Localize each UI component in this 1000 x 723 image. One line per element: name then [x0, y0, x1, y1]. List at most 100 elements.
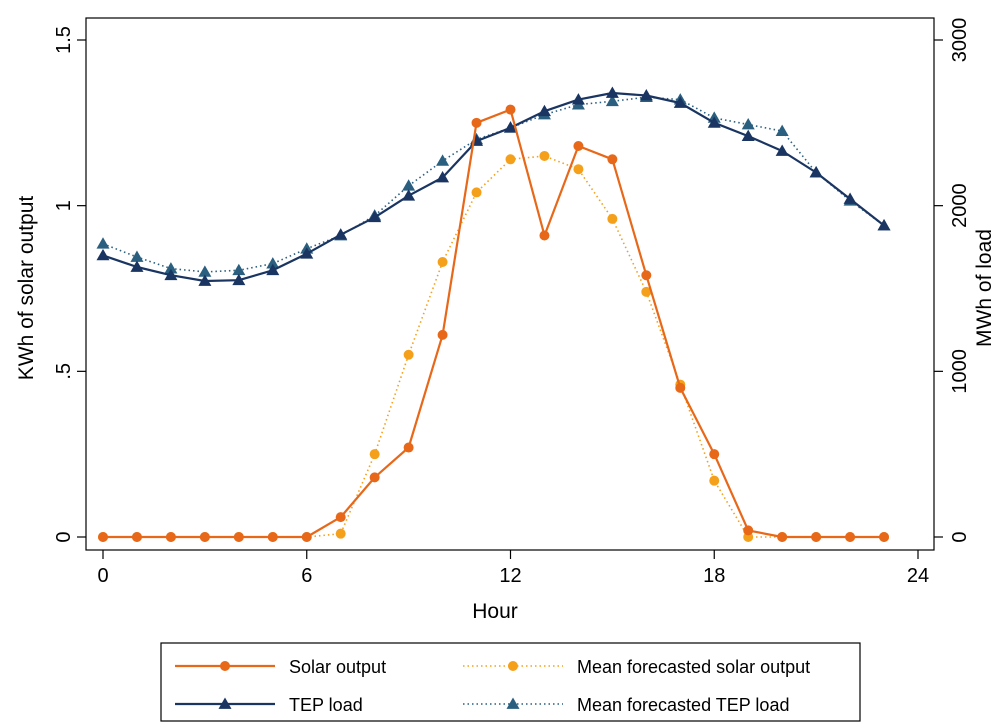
- data-point: [539, 150, 550, 161]
- plot-frame: [85, 17, 935, 551]
- data-point: [505, 104, 516, 115]
- series-line: [103, 108, 884, 539]
- series-mean-forecasted-solar-output: [98, 150, 890, 542]
- data-point: [98, 532, 108, 542]
- data-point: [741, 117, 755, 130]
- y-axis-right: 0 1000 2000 3000: [934, 18, 971, 543]
- data-point: [843, 192, 857, 204]
- y-axis-right-label: MWh of load: [973, 229, 996, 347]
- data-point: [266, 263, 280, 276]
- legend-swatch-marker: [218, 697, 232, 709]
- data-point: [741, 129, 755, 141]
- data-point: [232, 263, 246, 276]
- data-point: [335, 512, 346, 523]
- data-point: [877, 219, 891, 231]
- series-layer: [96, 86, 891, 542]
- y-right-tick-label: 0: [949, 531, 971, 542]
- data-point: [709, 449, 720, 460]
- data-point: [232, 273, 246, 286]
- data-point: [335, 528, 346, 539]
- data-point: [809, 166, 823, 178]
- data-point: [675, 382, 686, 393]
- legend-label: TEP load: [289, 695, 363, 715]
- data-point: [879, 532, 890, 542]
- data-point: [436, 154, 450, 166]
- data-point: [300, 247, 314, 259]
- data-point: [537, 104, 551, 117]
- data-point: [505, 154, 516, 165]
- data-point: [198, 274, 212, 286]
- data-point: [403, 442, 414, 453]
- data-point: [131, 532, 142, 542]
- data-point: [707, 116, 721, 128]
- y-left-tick-label: 1: [53, 200, 75, 211]
- data-point: [437, 256, 448, 267]
- data-point: [845, 532, 856, 542]
- data-point: [673, 96, 687, 108]
- data-point: [334, 228, 348, 240]
- data-point: [811, 532, 822, 542]
- data-point: [639, 88, 653, 101]
- series-line: [102, 91, 885, 283]
- x-tick-label: 24: [907, 565, 929, 587]
- x-tick-label: 6: [301, 565, 312, 587]
- data-point: [437, 329, 448, 340]
- legend-swatch-marker: [220, 661, 230, 671]
- data-point: [164, 268, 178, 281]
- data-point: [775, 144, 789, 156]
- data-point: [369, 472, 380, 483]
- data-point: [573, 141, 584, 152]
- data-point: [165, 532, 176, 542]
- data-point: [199, 532, 210, 542]
- y-axis-left: 0 .5 1 1.5: [53, 26, 86, 543]
- legend-label: Mean forecasted solar output: [577, 657, 810, 677]
- data-point: [96, 237, 110, 249]
- data-point: [607, 154, 618, 165]
- data-point: [709, 475, 720, 486]
- data-point: [130, 250, 144, 262]
- x-tick-label: 0: [97, 565, 108, 587]
- x-tick-label: 18: [703, 565, 725, 587]
- data-point: [369, 449, 380, 460]
- data-point: [164, 262, 178, 274]
- data-point: [471, 187, 482, 198]
- data-point: [266, 257, 280, 269]
- legend-item-solar-output: Solar output: [175, 657, 386, 677]
- data-point: [641, 286, 652, 297]
- data-point: [573, 164, 584, 175]
- x-axis: 0 6 12 18 24: [97, 550, 929, 587]
- series-solar-output: [98, 104, 890, 542]
- y-left-tick-label: .5: [53, 363, 75, 380]
- y-right-tick-label: 1000: [949, 349, 971, 394]
- legend-swatch-marker: [508, 661, 518, 671]
- data-point: [402, 189, 416, 201]
- data-point: [403, 349, 414, 360]
- y-left-tick-label: 0: [53, 531, 75, 542]
- data-point: [504, 121, 517, 133]
- data-point: [233, 532, 244, 542]
- y-axis-left-label: KWh of solar output: [15, 196, 38, 381]
- data-point: [539, 230, 550, 241]
- series-line: [102, 96, 885, 273]
- data-point: [471, 117, 482, 128]
- data-point: [198, 265, 212, 277]
- series-line: [103, 155, 884, 538]
- y-left-tick-label: 1.5: [53, 26, 75, 54]
- data-point: [605, 86, 619, 98]
- legend: Solar output Mean forecasted solar output…: [160, 642, 861, 722]
- data-point: [301, 532, 312, 542]
- series-mean-forecasted-tep-load: [96, 90, 891, 277]
- data-point: [571, 93, 585, 105]
- data-point: [436, 171, 450, 183]
- data-point: [607, 213, 618, 224]
- legend-item-mean-forecasted-solar-output: Mean forecasted solar output: [463, 657, 810, 677]
- plot-border: [85, 17, 935, 551]
- data-point: [743, 525, 754, 536]
- data-point: [775, 124, 789, 136]
- x-axis-label: Hour: [472, 600, 518, 623]
- data-point: [777, 532, 788, 542]
- legend-item-tep-load: TEP load: [175, 695, 363, 715]
- y-right-tick-label: 3000: [949, 18, 971, 63]
- data-point: [130, 260, 144, 272]
